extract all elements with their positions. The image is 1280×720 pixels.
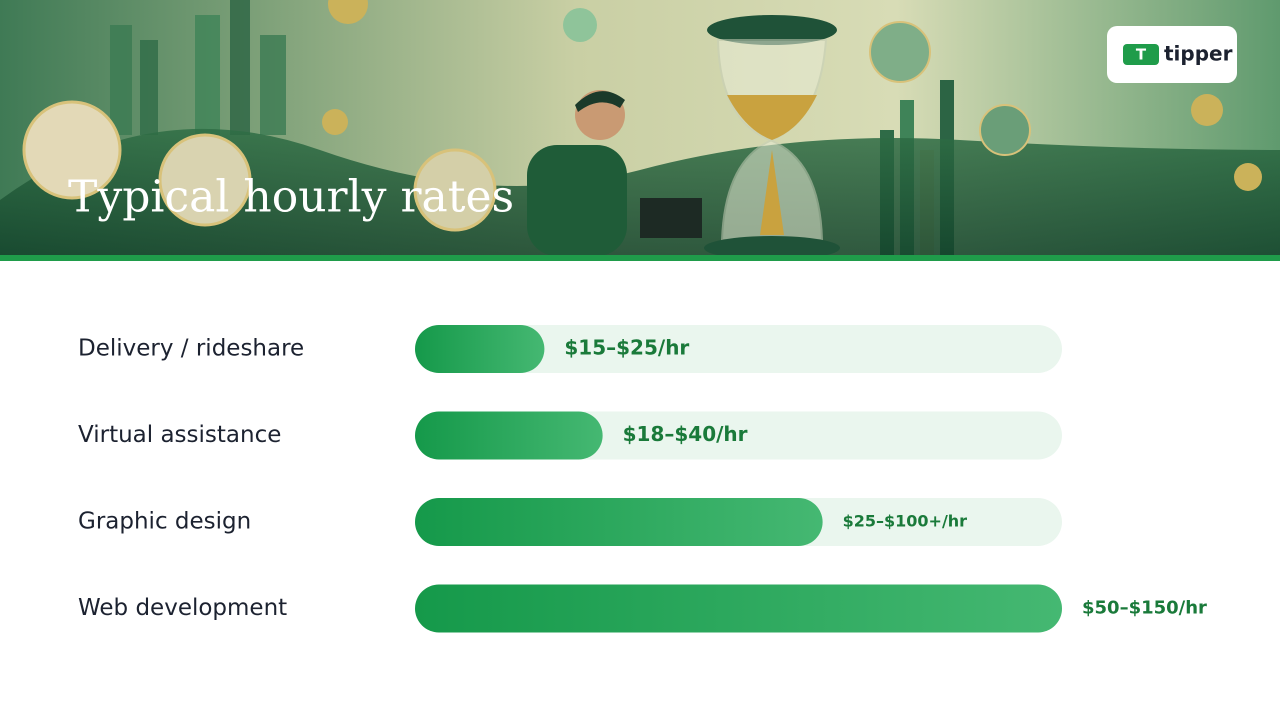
bar-track xyxy=(415,325,1062,373)
bar xyxy=(415,411,603,460)
category-label: Virtual assistance xyxy=(78,422,281,448)
logo-text: tipper xyxy=(1164,42,1233,66)
rate-label: $25–$100+/hr xyxy=(843,512,968,531)
banner xyxy=(0,0,1280,260)
bar xyxy=(415,584,1062,633)
rate-label: $50–$150/hr xyxy=(1082,598,1207,619)
page-title: Typical hourly rates xyxy=(68,172,514,223)
logo-icon xyxy=(1123,44,1159,65)
banner-rule xyxy=(0,255,1280,261)
rate-label: $15–$25/hr xyxy=(564,336,689,360)
logo-box xyxy=(1107,26,1237,83)
bar xyxy=(415,498,823,546)
category-label: Graphic design xyxy=(78,509,251,535)
chart: Delivery / rideshare $15–$25/hr Virtual as… xyxy=(78,325,1207,633)
bar xyxy=(415,325,545,373)
rate-label: $18–$40/hr xyxy=(623,422,748,446)
logo: T tipper xyxy=(1107,26,1237,83)
category-label: Web development xyxy=(78,595,287,621)
logo-icon-glyph: T xyxy=(1136,46,1147,64)
category-label: Delivery / rideshare xyxy=(78,336,304,362)
